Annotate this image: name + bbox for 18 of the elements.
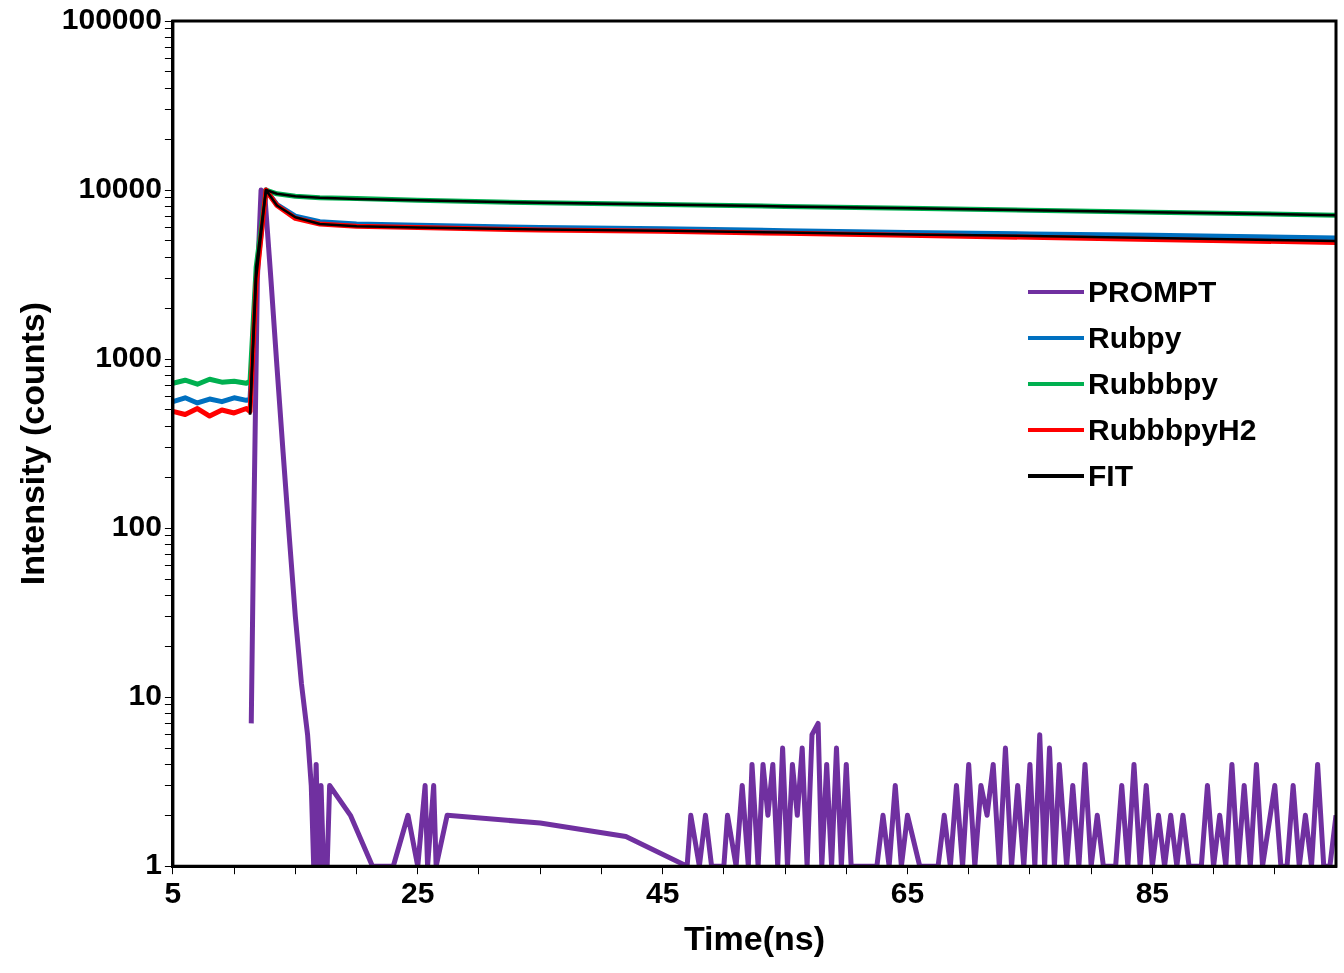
x-axis-title: Time(ns) — [683, 918, 825, 957]
legend-label: Rubbbpy — [1088, 366, 1218, 401]
legend-label: Rubpy — [1088, 320, 1182, 355]
y-tick-label: 1 — [145, 847, 162, 881]
y-tick-label: 10000 — [78, 171, 162, 205]
y-tick-label: 1000 — [95, 340, 162, 374]
y-tick-label: 100 — [111, 509, 162, 543]
x-tick-label: 5 — [164, 876, 182, 910]
legend-label: PROMPT — [1088, 274, 1217, 309]
y-axis-title: Intensity (counts) — [12, 301, 51, 586]
y-tick-label: 100000 — [61, 2, 162, 36]
x-tick-label: 65 — [890, 876, 925, 910]
legend-label: FIT — [1088, 458, 1133, 493]
x-tick-label: 45 — [645, 876, 680, 910]
x-tick-label: 85 — [1135, 876, 1170, 910]
legend-label: RubbbpyH2 — [1088, 412, 1257, 447]
y-tick-label: 10 — [128, 678, 162, 712]
x-tick-label: 25 — [401, 876, 435, 910]
